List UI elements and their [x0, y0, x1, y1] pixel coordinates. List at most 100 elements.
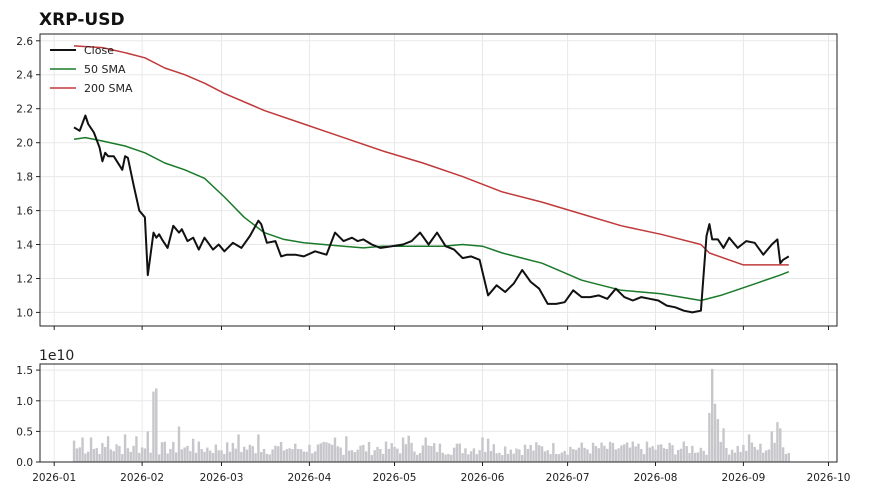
price-grid — [40, 34, 837, 326]
volume-bar — [509, 449, 513, 462]
volume-bar — [512, 453, 515, 462]
volume-bar — [469, 451, 473, 462]
volume-bar — [435, 451, 439, 462]
volume-bar — [472, 448, 476, 462]
volume-bar — [118, 446, 121, 462]
volume-bar — [353, 452, 357, 462]
volume-bar — [662, 448, 666, 462]
volume-bar — [461, 453, 464, 462]
volume-bar — [702, 450, 705, 462]
volume-bar — [72, 440, 76, 462]
volume-bar — [362, 444, 365, 462]
volume-bar — [745, 450, 748, 462]
volume-bar — [728, 454, 731, 462]
volume-bar — [770, 431, 773, 462]
x-tick-label: 2026-08 — [634, 472, 678, 484]
volume-bar — [345, 436, 348, 462]
volume-bar — [206, 447, 209, 462]
volume-bars — [72, 368, 790, 462]
volume-bar — [424, 437, 427, 462]
volume-bar — [421, 445, 425, 462]
volume-bar — [174, 452, 178, 462]
volume-bar — [733, 452, 737, 462]
volume-bar — [651, 446, 654, 462]
volume-bar — [189, 451, 192, 462]
volume-bar — [481, 437, 484, 462]
volume-bar — [433, 443, 436, 462]
volume-bar — [231, 442, 235, 462]
volume-bar — [540, 446, 544, 462]
volume-bar — [450, 454, 453, 462]
volume-bar — [319, 443, 322, 462]
volume-bar — [180, 449, 184, 462]
volume-bar — [313, 451, 317, 462]
volume-bar — [515, 448, 518, 462]
volume-bar — [725, 448, 728, 462]
volume-bar — [191, 438, 195, 462]
volume-bar — [396, 448, 399, 462]
volume-bar — [135, 436, 138, 462]
volume-bar — [574, 449, 578, 462]
volume-bar — [364, 451, 368, 462]
volume-bar — [535, 442, 538, 462]
volume-y-tick-label: 1.0 — [16, 396, 33, 408]
volume-bar — [197, 441, 201, 462]
volume-bar — [228, 451, 232, 462]
volume-bar — [288, 448, 291, 462]
volume-bar — [589, 453, 592, 462]
volume-bar — [444, 454, 447, 462]
volume-bar — [679, 448, 683, 462]
volume-bar — [713, 403, 717, 462]
volume-bar — [427, 445, 430, 462]
volume-bar — [495, 453, 498, 462]
volume-bar — [84, 453, 87, 462]
volume-bar — [620, 445, 623, 462]
volume-bar — [251, 446, 254, 462]
volume-bar — [600, 442, 603, 462]
volume-bar — [659, 444, 663, 462]
volume-bar — [387, 448, 391, 462]
x-tick-label: 2026-10 — [807, 472, 851, 484]
volume-bar — [762, 452, 765, 462]
volume-bar — [665, 449, 669, 462]
volume-bar — [489, 451, 493, 462]
volume-bar — [699, 447, 703, 462]
volume-bar — [784, 453, 788, 462]
volume-bar — [138, 452, 141, 462]
volume-bar — [549, 454, 552, 462]
volume-bar — [311, 453, 314, 462]
price-y-tick-label: 2.0 — [16, 138, 33, 150]
volume-bar — [452, 447, 456, 462]
volume-bar — [390, 443, 393, 462]
volume-bar — [520, 455, 524, 462]
volume-bar — [217, 450, 220, 462]
volume-bar — [506, 453, 510, 462]
volume-bar — [572, 449, 575, 462]
volume-bar — [322, 441, 325, 462]
volume-bar — [654, 449, 657, 462]
volume-bar — [342, 454, 345, 462]
volume-bar — [455, 443, 459, 462]
volume-bar — [722, 428, 725, 462]
volume-bar — [225, 442, 229, 462]
volume-bar — [393, 447, 396, 462]
volume-bar — [299, 449, 303, 462]
volume-bar — [705, 454, 708, 462]
volume-bar — [384, 441, 388, 462]
volume-bar — [78, 447, 81, 462]
volume-bar — [132, 445, 135, 462]
volume-bar — [441, 452, 444, 462]
volume-bar — [254, 453, 257, 462]
volume-bar — [277, 446, 280, 462]
volume-bar — [640, 449, 643, 462]
volume-bar — [625, 442, 629, 462]
volume-bar — [779, 428, 782, 462]
price-y-tick-label: 1.8 — [16, 172, 33, 184]
volume-bar — [186, 445, 189, 462]
legend-label-50-sma: 50 SMA — [84, 63, 126, 76]
volume-bar — [637, 443, 640, 462]
volume-bar — [591, 442, 595, 462]
volume-bar — [373, 450, 376, 462]
volume-bar — [569, 446, 572, 462]
